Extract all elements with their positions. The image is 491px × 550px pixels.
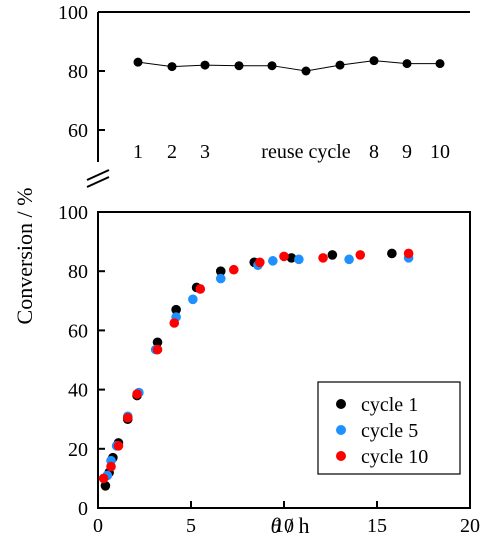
- legend-label: cycle 10: [361, 446, 428, 468]
- x-axis-unit: / h: [281, 513, 309, 538]
- series-cycle-10: [98, 248, 414, 484]
- reuse-y-tick-label: 60: [68, 120, 88, 142]
- data-point: [122, 412, 133, 423]
- data-point: [188, 294, 198, 305]
- data-point: [171, 304, 181, 315]
- data-point: [327, 250, 338, 260]
- data-point: [387, 248, 397, 259]
- data-point: [106, 461, 116, 472]
- reuse-x-tick-label: 8: [369, 141, 379, 163]
- data-point: [344, 254, 354, 265]
- x-tick-label: 20: [460, 515, 480, 537]
- legend-label: cycle 5: [361, 420, 418, 442]
- data-point: [215, 273, 226, 284]
- reuse-point: [234, 61, 244, 71]
- data-point: [355, 250, 366, 260]
- reuse-point: [435, 59, 445, 69]
- legend-marker: [336, 451, 346, 461]
- data-point: [318, 253, 328, 263]
- data-point: [152, 337, 163, 348]
- data-point: [255, 257, 265, 268]
- reuse-x-tick-label: reuse cycle: [261, 141, 351, 163]
- y-tick-label: 80: [68, 261, 88, 283]
- y-tick-label: 0: [78, 498, 88, 520]
- reuse-series-line: [137, 60, 440, 72]
- reuse-point: [335, 60, 345, 70]
- data-point: [113, 441, 124, 451]
- reuse-y-tick-label: 100: [58, 2, 88, 24]
- data-point: [98, 473, 109, 484]
- y-tick-label: 100: [58, 202, 88, 224]
- data-point: [215, 266, 226, 277]
- x-tick-label: 5: [186, 515, 196, 537]
- x-tick-label: 10: [274, 515, 294, 537]
- x-axis-symbol: θ: [271, 513, 282, 538]
- data-point: [268, 256, 278, 266]
- reuse-x-tick-label: 2: [167, 141, 177, 163]
- data-point: [152, 344, 163, 355]
- data-point: [403, 248, 414, 259]
- reuse-point: [200, 60, 210, 70]
- data-point: [279, 251, 289, 262]
- data-point: [100, 481, 111, 491]
- data-point: [228, 264, 239, 275]
- data-point: [294, 254, 304, 265]
- legend-label: cycle 1: [361, 394, 418, 416]
- y-axis-label: Conversion / %: [12, 188, 37, 325]
- legend: cycle 1 cycle 5 cycle 10: [317, 381, 461, 475]
- y-tick-label: 60: [68, 320, 88, 342]
- x-axis-label: θ / h: [271, 513, 310, 538]
- reuse-point: [301, 66, 311, 76]
- y-tick-label: 20: [68, 439, 88, 461]
- reuse-point: [167, 62, 177, 72]
- legend-marker: [336, 399, 346, 409]
- reuse-point: [369, 56, 379, 66]
- reuse-panel: 60 80 100 1 2 3 reuse cycle 8 9 10: [58, 2, 470, 163]
- reuse-x-tick-label: 1: [133, 141, 143, 163]
- x-tick-label: 0: [93, 515, 103, 537]
- legend-marker: [336, 425, 346, 435]
- reuse-point: [267, 61, 277, 71]
- reuse-x-tick-label: 3: [200, 141, 210, 163]
- reuse-point: [133, 57, 143, 67]
- data-point: [195, 284, 206, 294]
- kinetics-panel: 0 20 40 60 80 100 0 5 10 15 20 θ / h: [58, 202, 480, 538]
- x-tick-label: 15: [367, 515, 387, 537]
- reuse-point: [402, 59, 412, 69]
- reuse-x-tick-label: 10: [430, 141, 450, 163]
- y-tick-label: 40: [68, 380, 88, 402]
- axis-break-mark: [86, 169, 110, 188]
- reuse-y-tick-label: 80: [68, 61, 88, 83]
- data-point: [286, 253, 297, 263]
- data-point: [169, 318, 180, 328]
- reuse-x-tick-label: 9: [402, 141, 412, 163]
- data-point: [132, 389, 142, 399]
